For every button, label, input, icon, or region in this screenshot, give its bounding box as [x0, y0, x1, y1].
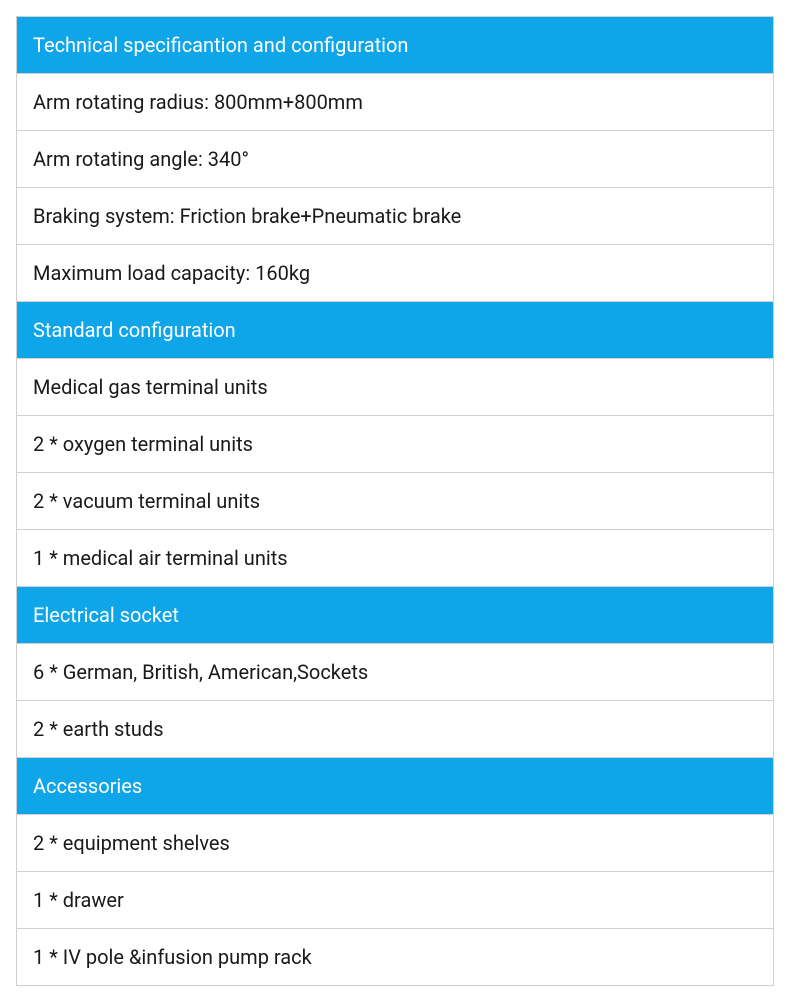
section-header: Technical specificantion and configurati… — [17, 17, 773, 73]
spec-value: 6 * German, British, American,Sockets — [17, 644, 773, 700]
table-row: 2 * oxygen terminal units — [17, 416, 774, 473]
spec-value: 1 * medical air terminal units — [17, 530, 773, 586]
spec-value: Arm rotating angle: 340° — [17, 131, 773, 187]
section-header: Accessories — [17, 758, 773, 814]
table-body: Technical specificantion and configurati… — [17, 17, 774, 986]
spec-value: Maximum load capacity: 160kg — [17, 245, 773, 301]
table-row: Technical specificantion and configurati… — [17, 17, 774, 74]
table-row: 1 * IV pole &infusion pump rack — [17, 929, 774, 986]
section-header: Electrical socket — [17, 587, 773, 643]
spec-value: Arm rotating radius: 800mm+800mm — [17, 74, 773, 130]
table-row: Arm rotating radius: 800mm+800mm — [17, 74, 774, 131]
table-row: Medical gas terminal units — [17, 359, 774, 416]
table-row: 2 * vacuum terminal units — [17, 473, 774, 530]
spec-value: 1 * drawer — [17, 872, 773, 928]
table-row: Accessories — [17, 758, 774, 815]
spec-value: 2 * vacuum terminal units — [17, 473, 773, 529]
section-header: Standard configuration — [17, 302, 773, 358]
spec-value: Braking system: Friction brake+Pneumatic… — [17, 188, 773, 244]
spec-value: 2 * equipment shelves — [17, 815, 773, 871]
table-row: Maximum load capacity: 160kg — [17, 245, 774, 302]
spec-value: 2 * oxygen terminal units — [17, 416, 773, 472]
table-row: 2 * earth studs — [17, 701, 774, 758]
spec-value: 1 * IV pole &infusion pump rack — [17, 929, 773, 985]
table-row: Braking system: Friction brake+Pneumatic… — [17, 188, 774, 245]
table-row: Arm rotating angle: 340° — [17, 131, 774, 188]
table-row: 6 * German, British, American,Sockets — [17, 644, 774, 701]
table-row: 1 * medical air terminal units — [17, 530, 774, 587]
table-row: Electrical socket — [17, 587, 774, 644]
table-row: Standard configuration — [17, 302, 774, 359]
table-row: 2 * equipment shelves — [17, 815, 774, 872]
specification-table: Technical specificantion and configurati… — [16, 16, 774, 986]
spec-value: Medical gas terminal units — [17, 359, 773, 415]
table-row: 1 * drawer — [17, 872, 774, 929]
spec-value: 2 * earth studs — [17, 701, 773, 757]
